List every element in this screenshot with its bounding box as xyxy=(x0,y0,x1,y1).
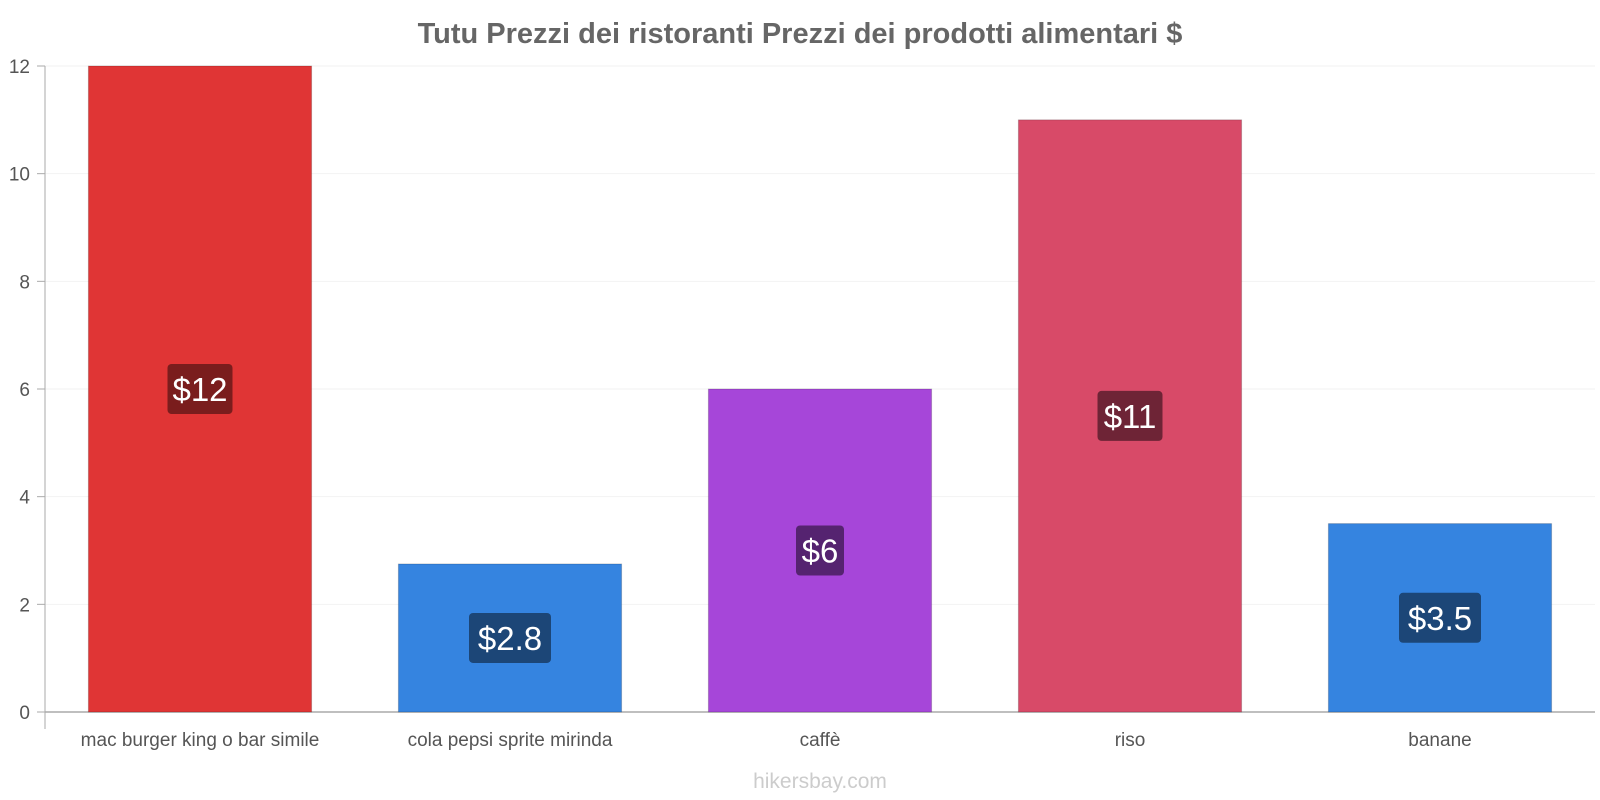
data-label-background xyxy=(1399,592,1481,643)
y-tick-label: 0 xyxy=(19,703,30,724)
y-tick-labels: 0 2 4 6 8 10 12 xyxy=(9,57,45,724)
y-tick-label: 2 xyxy=(19,595,30,616)
data-label: $3.5 xyxy=(1408,600,1472,637)
y-tick-label: 6 xyxy=(19,380,30,401)
y-tick-label: 4 xyxy=(19,488,30,509)
data-label-background xyxy=(796,525,844,576)
chart-title: Tutu Prezzi dei ristoranti Prezzi dei pr… xyxy=(418,18,1183,50)
data-label-background xyxy=(167,364,233,414)
data-label-background xyxy=(1097,390,1163,441)
data-labels: $12 $2.8 $6 $11 $3.5 xyxy=(167,364,1481,663)
category-label: riso xyxy=(1115,730,1146,751)
y-tick-label: 10 xyxy=(9,165,30,186)
data-label-background xyxy=(469,612,551,663)
data-label: $11 xyxy=(1104,398,1157,435)
category-label: banane xyxy=(1408,730,1471,751)
category-label: mac burger king o bar simile xyxy=(81,730,320,751)
y-tick-label: 12 xyxy=(9,57,30,78)
data-label: $6 xyxy=(802,533,839,570)
data-label: $2.8 xyxy=(478,620,542,657)
category-label: cola pepsi sprite mirinda xyxy=(408,730,613,751)
footer-watermark: hikersbay.com xyxy=(753,770,887,793)
category-labels: mac burger king o bar simile cola pepsi s… xyxy=(81,730,1472,751)
category-label: caffè xyxy=(800,730,841,751)
y-tick-label: 8 xyxy=(19,272,30,293)
data-label: $12 xyxy=(172,371,227,408)
